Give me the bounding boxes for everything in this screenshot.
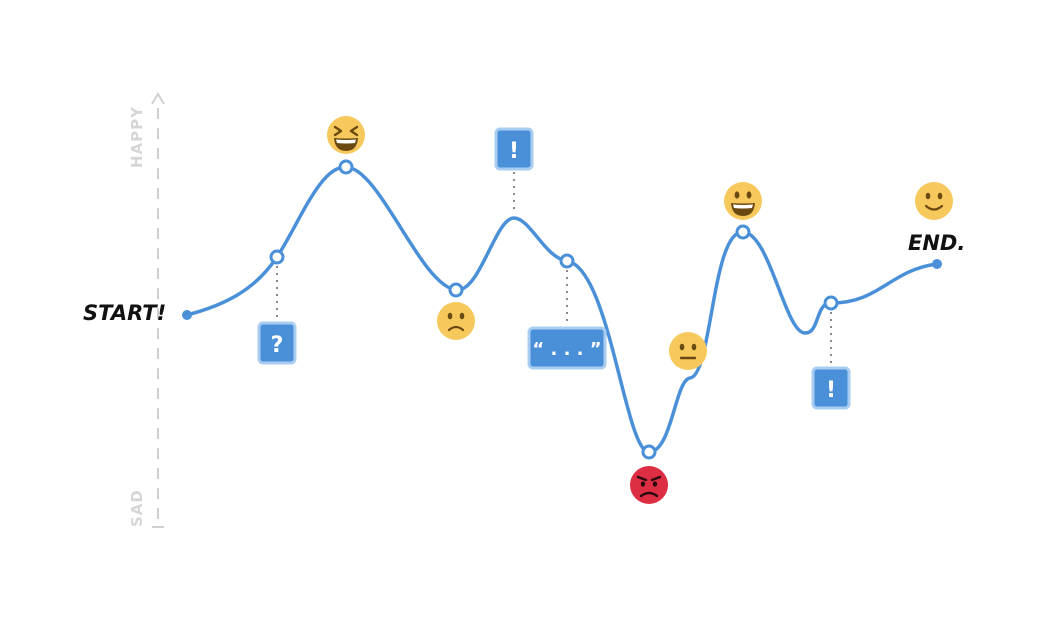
marker-exclaim-2-box xyxy=(811,366,851,410)
mood-axis: HAPPY SAD xyxy=(128,92,165,528)
leader-lines xyxy=(276,172,832,366)
node-dip-sad xyxy=(448,282,464,298)
marker-ellipsis: “ . . . ” xyxy=(527,326,607,370)
node-silence xyxy=(559,253,575,269)
slightly-smiling-face-icon xyxy=(915,182,953,220)
node-peak-joy xyxy=(338,159,354,175)
angry-face-icon xyxy=(630,466,668,504)
marker-exclaim-1-box xyxy=(494,127,534,171)
axis-label-happy: HAPPY xyxy=(128,106,146,168)
quote-ellipsis-icon: “ . . . ” xyxy=(532,339,601,360)
start-label: START! xyxy=(83,301,166,325)
end-label: END. xyxy=(908,231,965,255)
axis-label-sad: SAD xyxy=(128,489,146,527)
start-point xyxy=(182,310,192,320)
node-happy xyxy=(735,224,751,240)
node-bottom-angry xyxy=(641,444,657,460)
marker-question: ? xyxy=(257,321,297,365)
slightly-frowning-face-icon xyxy=(437,302,475,340)
neutral-face-icon xyxy=(669,332,707,370)
grinning-face-icon xyxy=(724,182,762,220)
axis-arrow-up-icon xyxy=(151,92,165,105)
marker-exclaim-2: ! xyxy=(811,366,851,410)
exclamation-mark-icon: ! xyxy=(826,378,836,403)
question-mark-icon: ? xyxy=(271,333,284,358)
node-confusion xyxy=(269,249,285,265)
marker-ellipsis-box xyxy=(527,326,607,370)
grinning-squinting-face-icon xyxy=(327,116,365,154)
marker-exclaim-1: ! xyxy=(494,127,534,171)
journey-nodes xyxy=(269,159,839,460)
node-surprise xyxy=(823,295,839,311)
exclamation-mark-icon: ! xyxy=(509,139,519,164)
marker-question-box xyxy=(257,321,297,365)
end-point xyxy=(932,259,942,269)
